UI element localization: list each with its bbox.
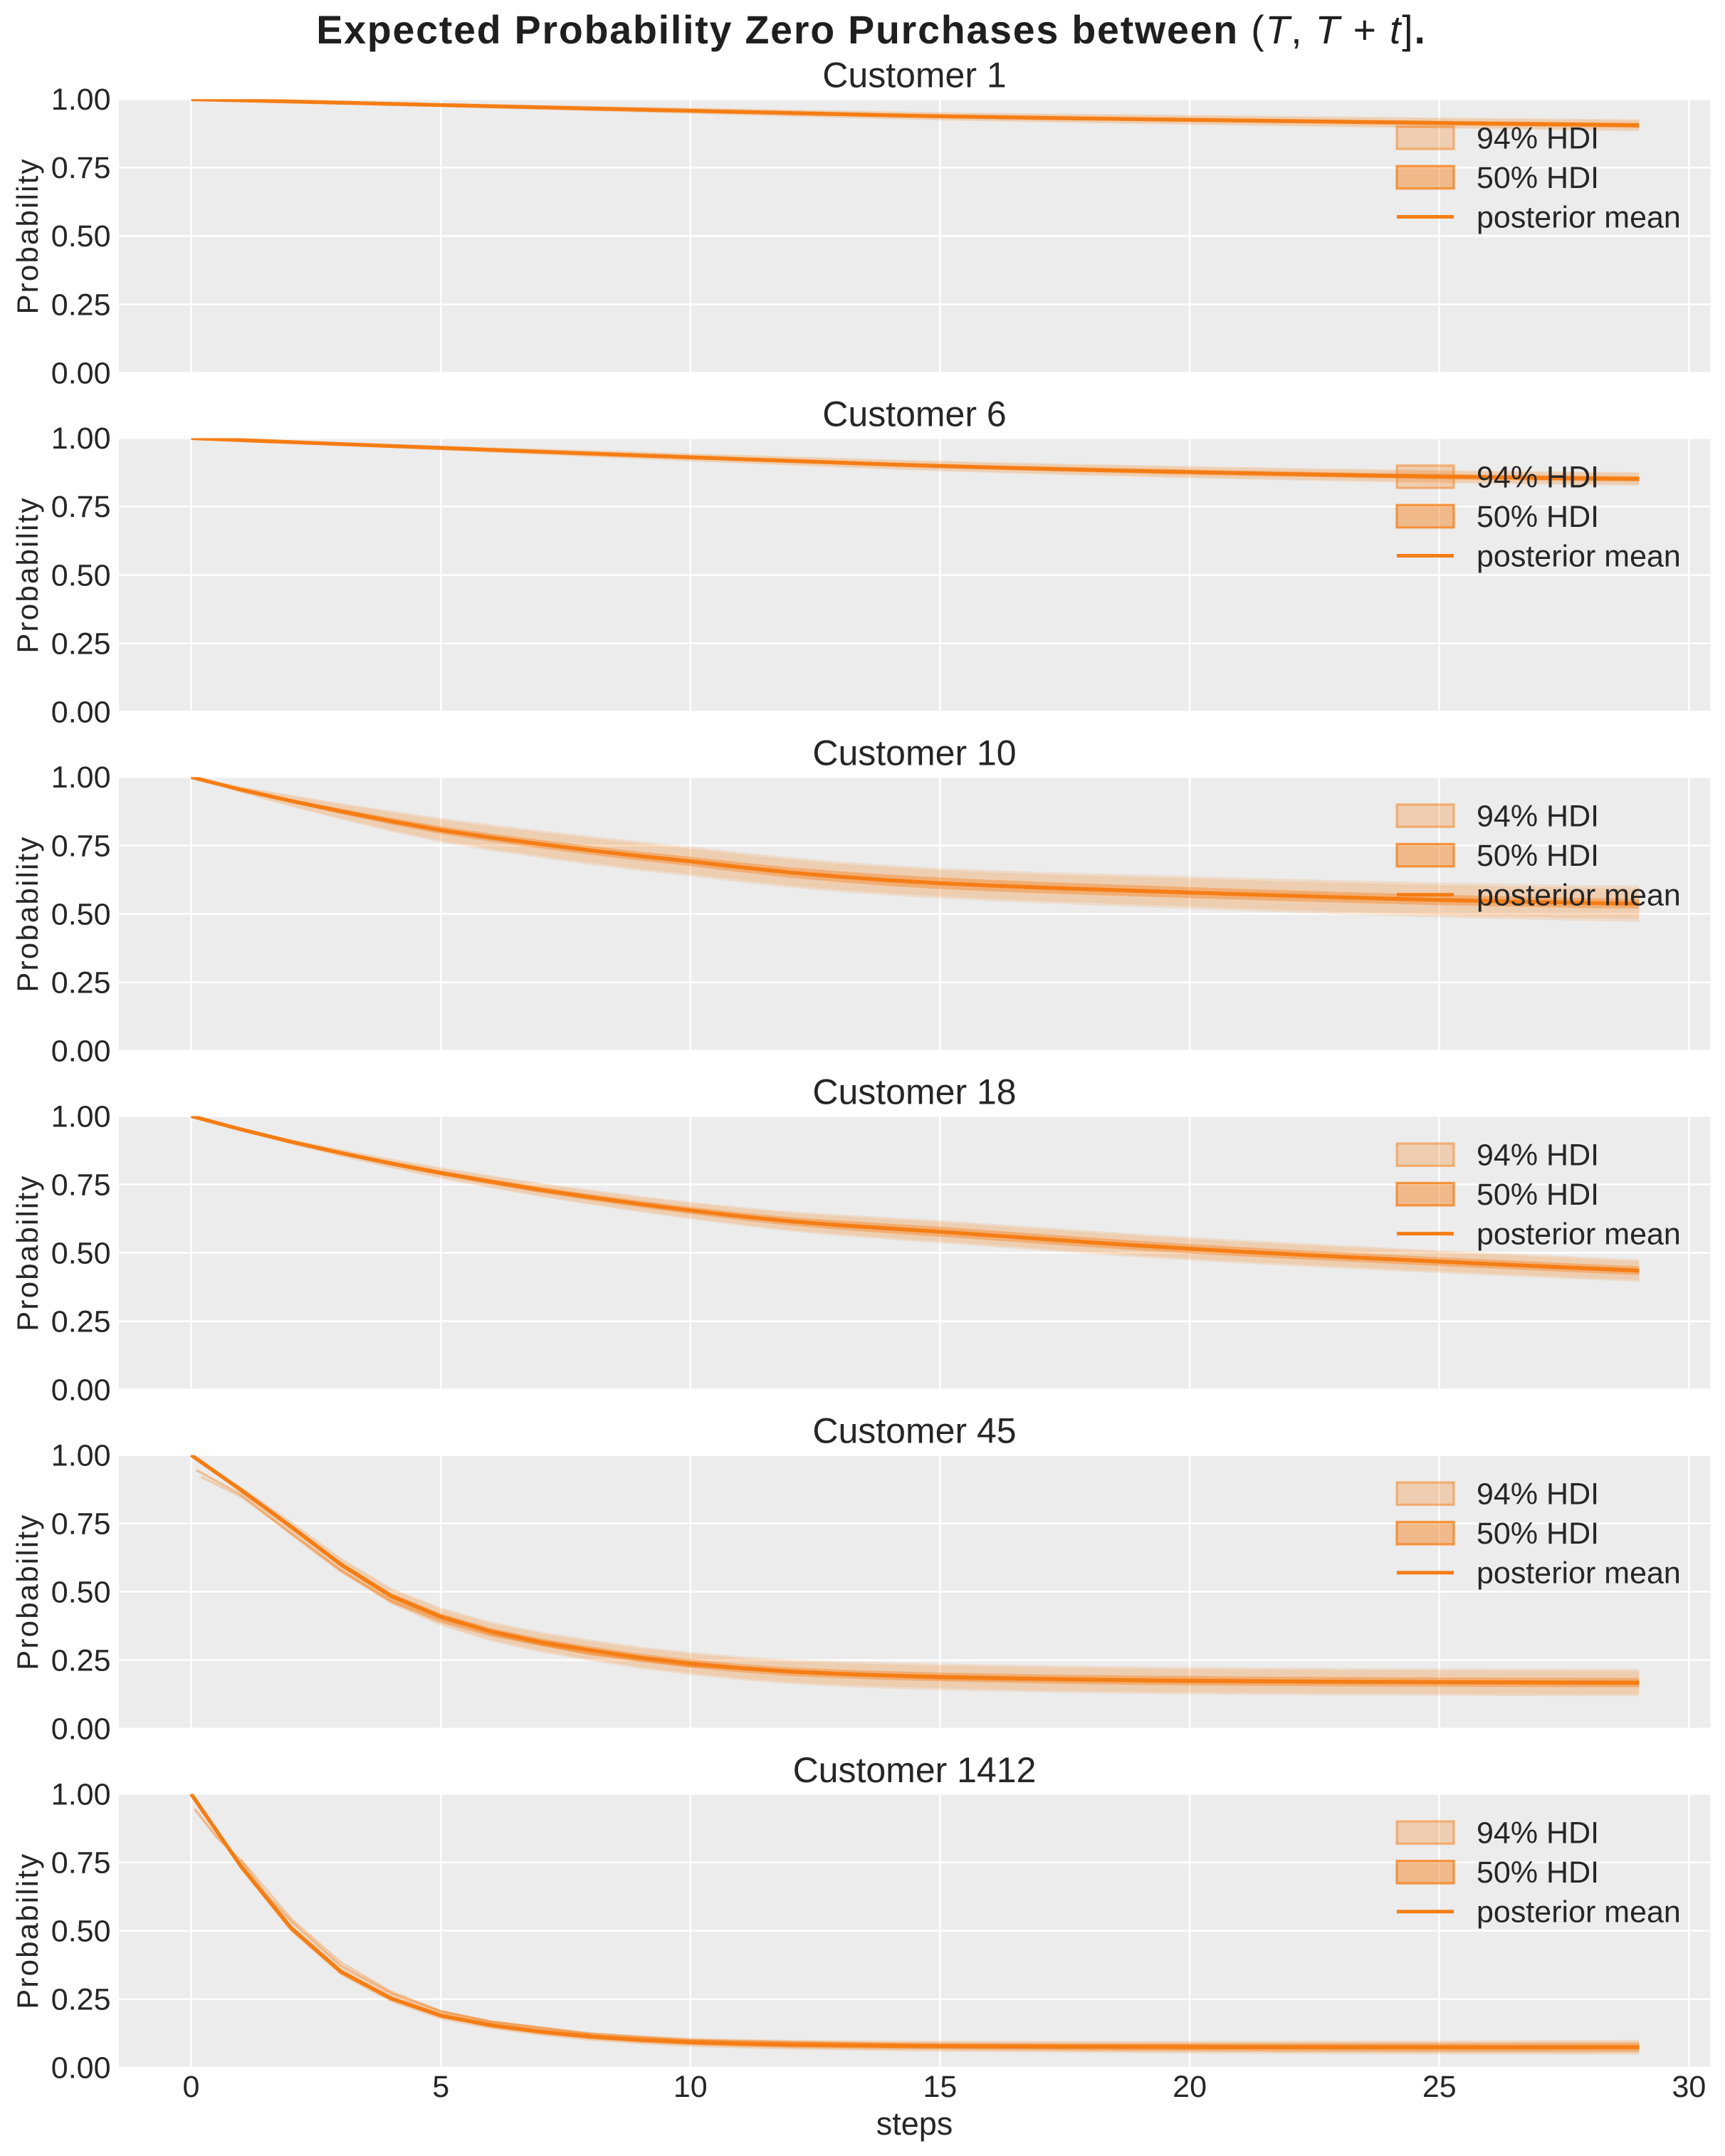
svg-text:posterior mean: posterior mean <box>1477 1218 1681 1252</box>
svg-text:Probability: Probability <box>11 1513 44 1670</box>
svg-text:0.75: 0.75 <box>51 1846 111 1880</box>
svg-text:50% HDI: 50% HDI <box>1477 839 1599 873</box>
svg-text:Customer 45: Customer 45 <box>812 1411 1016 1451</box>
svg-text:posterior mean: posterior mean <box>1477 539 1681 573</box>
svg-text:0.25: 0.25 <box>51 1643 111 1678</box>
svg-text:10: 10 <box>673 2070 708 2104</box>
svg-text:50% HDI: 50% HDI <box>1477 1856 1599 1890</box>
svg-text:30: 30 <box>1672 2070 1706 2104</box>
svg-text:0.50: 0.50 <box>51 219 111 253</box>
svg-text:94% HDI: 94% HDI <box>1477 121 1599 155</box>
svg-text:0.50: 0.50 <box>51 558 111 592</box>
svg-text:20: 20 <box>1173 2070 1207 2104</box>
svg-text:1.00: 1.00 <box>51 1438 111 1472</box>
svg-text:50% HDI: 50% HDI <box>1477 1178 1599 1212</box>
svg-text:1.00: 1.00 <box>51 1099 111 1134</box>
svg-text:Probability: Probability <box>11 835 44 992</box>
svg-text:Customer 18: Customer 18 <box>812 1072 1016 1112</box>
svg-text:0.75: 0.75 <box>51 151 111 185</box>
svg-text:Probability: Probability <box>11 1174 44 1331</box>
svg-text:0.75: 0.75 <box>51 490 111 524</box>
svg-text:0.25: 0.25 <box>51 966 111 1000</box>
svg-text:posterior mean: posterior mean <box>1477 879 1681 913</box>
svg-text:Probability: Probability <box>11 1853 44 2009</box>
svg-text:0.75: 0.75 <box>51 1507 111 1541</box>
svg-text:posterior mean: posterior mean <box>1477 1895 1681 1930</box>
svg-text:25: 25 <box>1422 2070 1457 2104</box>
svg-text:0.75: 0.75 <box>51 829 111 863</box>
svg-text:50% HDI: 50% HDI <box>1477 500 1599 534</box>
svg-text:Expected Probability Zero Purc: Expected Probability Zero Purchases betw… <box>316 8 1426 52</box>
svg-text:0.00: 0.00 <box>51 695 111 729</box>
svg-text:1.00: 1.00 <box>51 760 111 795</box>
svg-text:0.75: 0.75 <box>51 1168 111 1202</box>
svg-text:0.25: 0.25 <box>51 1983 111 2017</box>
svg-text:Customer 1412: Customer 1412 <box>793 1750 1037 1790</box>
svg-text:Probability: Probability <box>11 157 44 314</box>
svg-text:94% HDI: 94% HDI <box>1477 1139 1599 1173</box>
svg-text:94% HDI: 94% HDI <box>1477 1477 1599 1512</box>
svg-text:94% HDI: 94% HDI <box>1477 460 1599 494</box>
svg-text:Customer 1: Customer 1 <box>822 56 1006 95</box>
svg-text:0.50: 0.50 <box>51 1575 111 1609</box>
svg-text:50% HDI: 50% HDI <box>1477 1517 1599 1551</box>
svg-text:0.00: 0.00 <box>51 2051 111 2086</box>
svg-text:posterior mean: posterior mean <box>1477 200 1681 234</box>
svg-text:0.25: 0.25 <box>51 288 111 322</box>
svg-text:0.50: 0.50 <box>51 1914 111 1948</box>
svg-text:5: 5 <box>432 2070 449 2104</box>
svg-text:94% HDI: 94% HDI <box>1477 1816 1599 1851</box>
svg-text:0.00: 0.00 <box>51 1034 111 1068</box>
svg-text:posterior mean: posterior mean <box>1477 1556 1681 1591</box>
svg-text:0.00: 0.00 <box>51 356 111 390</box>
svg-text:0.50: 0.50 <box>51 897 111 931</box>
svg-text:0.25: 0.25 <box>51 627 111 661</box>
svg-text:1.00: 1.00 <box>51 1777 111 1811</box>
svg-text:steps: steps <box>876 2105 953 2142</box>
svg-text:0.50: 0.50 <box>51 1236 111 1270</box>
svg-text:Customer 10: Customer 10 <box>812 733 1016 773</box>
svg-text:1.00: 1.00 <box>51 422 111 456</box>
svg-text:94% HDI: 94% HDI <box>1477 800 1599 834</box>
svg-text:50% HDI: 50% HDI <box>1477 161 1599 195</box>
svg-text:0.00: 0.00 <box>51 1373 111 1407</box>
svg-text:Probability: Probability <box>11 496 44 653</box>
svg-text:0.00: 0.00 <box>51 1712 111 1747</box>
svg-text:Customer 6: Customer 6 <box>822 394 1006 434</box>
svg-text:0.25: 0.25 <box>51 1304 111 1339</box>
svg-text:15: 15 <box>923 2070 958 2104</box>
svg-text:1.00: 1.00 <box>51 83 111 117</box>
svg-text:0: 0 <box>183 2070 200 2104</box>
